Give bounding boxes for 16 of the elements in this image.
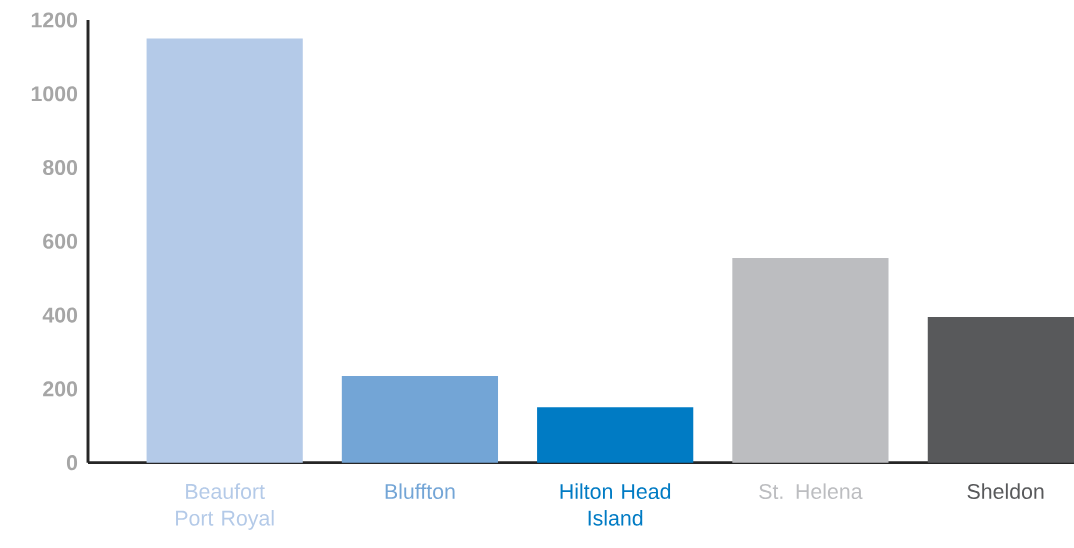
x-tick-label: St. Helena (759, 483, 863, 500)
y-tick-label: 800 (43, 160, 78, 176)
x-tick-label: Sheldon (967, 483, 1044, 500)
y-tick-label: 600 (43, 233, 78, 249)
x-tick-label: Bluffton (385, 483, 455, 500)
bar (732, 257, 889, 463)
y-tick-label: 400 (42, 307, 78, 323)
bar (146, 38, 303, 463)
y-tick-label: 1200 (31, 12, 78, 28)
y-tick-label: 200 (43, 381, 78, 397)
y-tick-label: 1000 (31, 86, 78, 102)
bar (537, 407, 694, 463)
y-tick-label: 0 (66, 455, 78, 471)
x-tick-label: Beaufort Port Royal (176, 483, 274, 530)
x-tick-label: Hilton Head Island (560, 483, 671, 526)
bar (341, 375, 499, 463)
